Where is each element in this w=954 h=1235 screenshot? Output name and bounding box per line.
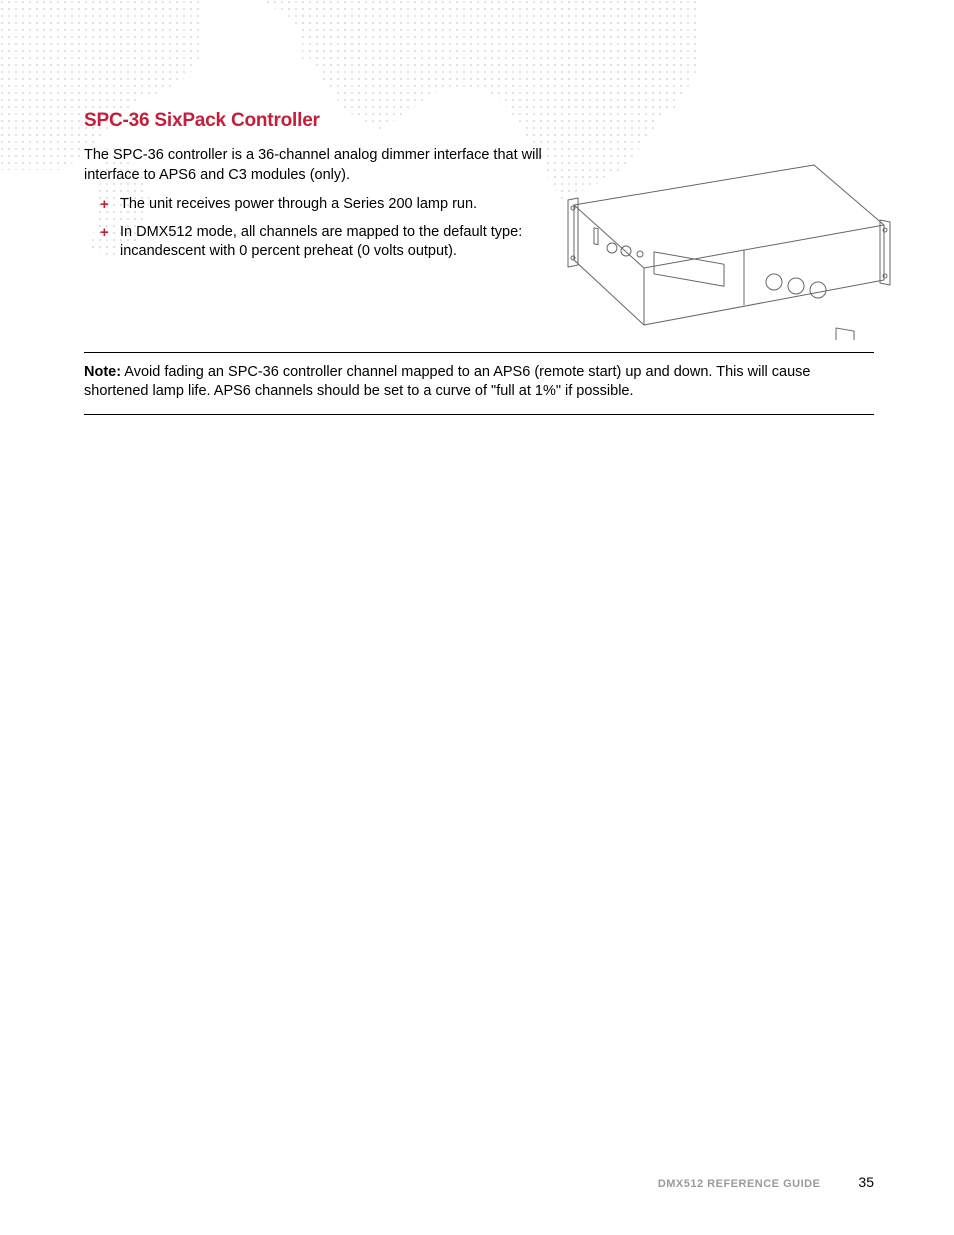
- section-heading: SPC-36 SixPack Controller: [84, 110, 874, 132]
- note-label: Note:: [84, 364, 121, 380]
- list-item: The unit receives power through a Series…: [100, 195, 540, 215]
- page-footer: DMX512 REFERENCE GUIDE 35: [658, 1174, 874, 1190]
- bullet-list: The unit receives power through a Series…: [100, 195, 540, 262]
- note-text: Avoid fading an SPC-36 controller channe…: [84, 364, 810, 400]
- footer-guide-title: DMX512 REFERENCE GUIDE: [658, 1178, 821, 1190]
- device-line-drawing: [564, 150, 894, 340]
- note-block: Note: Avoid fading an SPC-36 controller …: [84, 352, 874, 415]
- intro-paragraph: The SPC-36 controller is a 36-channel an…: [84, 146, 544, 185]
- footer-page-number: 35: [858, 1174, 874, 1190]
- list-item: In DMX512 mode, all channels are mapped …: [100, 223, 540, 262]
